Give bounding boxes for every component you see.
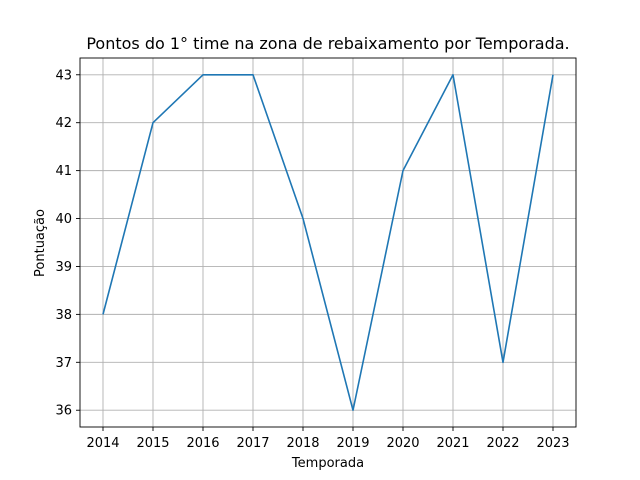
x-tick-label: 2017: [236, 436, 269, 451]
y-tick-label: 43: [55, 68, 72, 83]
y-tick-label: 36: [55, 404, 72, 419]
y-tick-label: 38: [55, 308, 72, 323]
y-tick-label: 37: [55, 356, 72, 371]
axis-ticks: [76, 74, 554, 431]
x-axis-label: Temporada: [291, 456, 364, 471]
tick-labels: 2014 2015 2016 2017 2018 2019 2020 2021 2022 2023…: [55, 68, 569, 451]
x-tick-label: 2014: [86, 436, 119, 451]
y-tick-label: 40: [55, 212, 72, 227]
y-tick-label: 39: [55, 260, 72, 275]
x-tick-label: 2023: [536, 436, 569, 451]
plot-frame: [79, 57, 577, 428]
x-tick-label: 2015: [136, 436, 169, 451]
series-layer: [102, 73, 554, 412]
chart-title: Pontos do 1° time na zona de rebaixament…: [86, 34, 569, 53]
x-tick-label: 2019: [336, 436, 369, 451]
x-tick-label: 2022: [486, 436, 519, 451]
series-line: [102, 73, 554, 412]
x-tick-label: 2021: [436, 436, 469, 451]
y-tick-label: 41: [55, 164, 72, 179]
x-tick-label: 2020: [386, 436, 419, 451]
y-axis-label: Pontuação: [33, 209, 48, 277]
grid-lines: [80, 58, 576, 427]
x-tick-label: 2016: [186, 436, 219, 451]
y-tick-label: 42: [55, 116, 72, 131]
x-tick-label: 2018: [286, 436, 319, 451]
